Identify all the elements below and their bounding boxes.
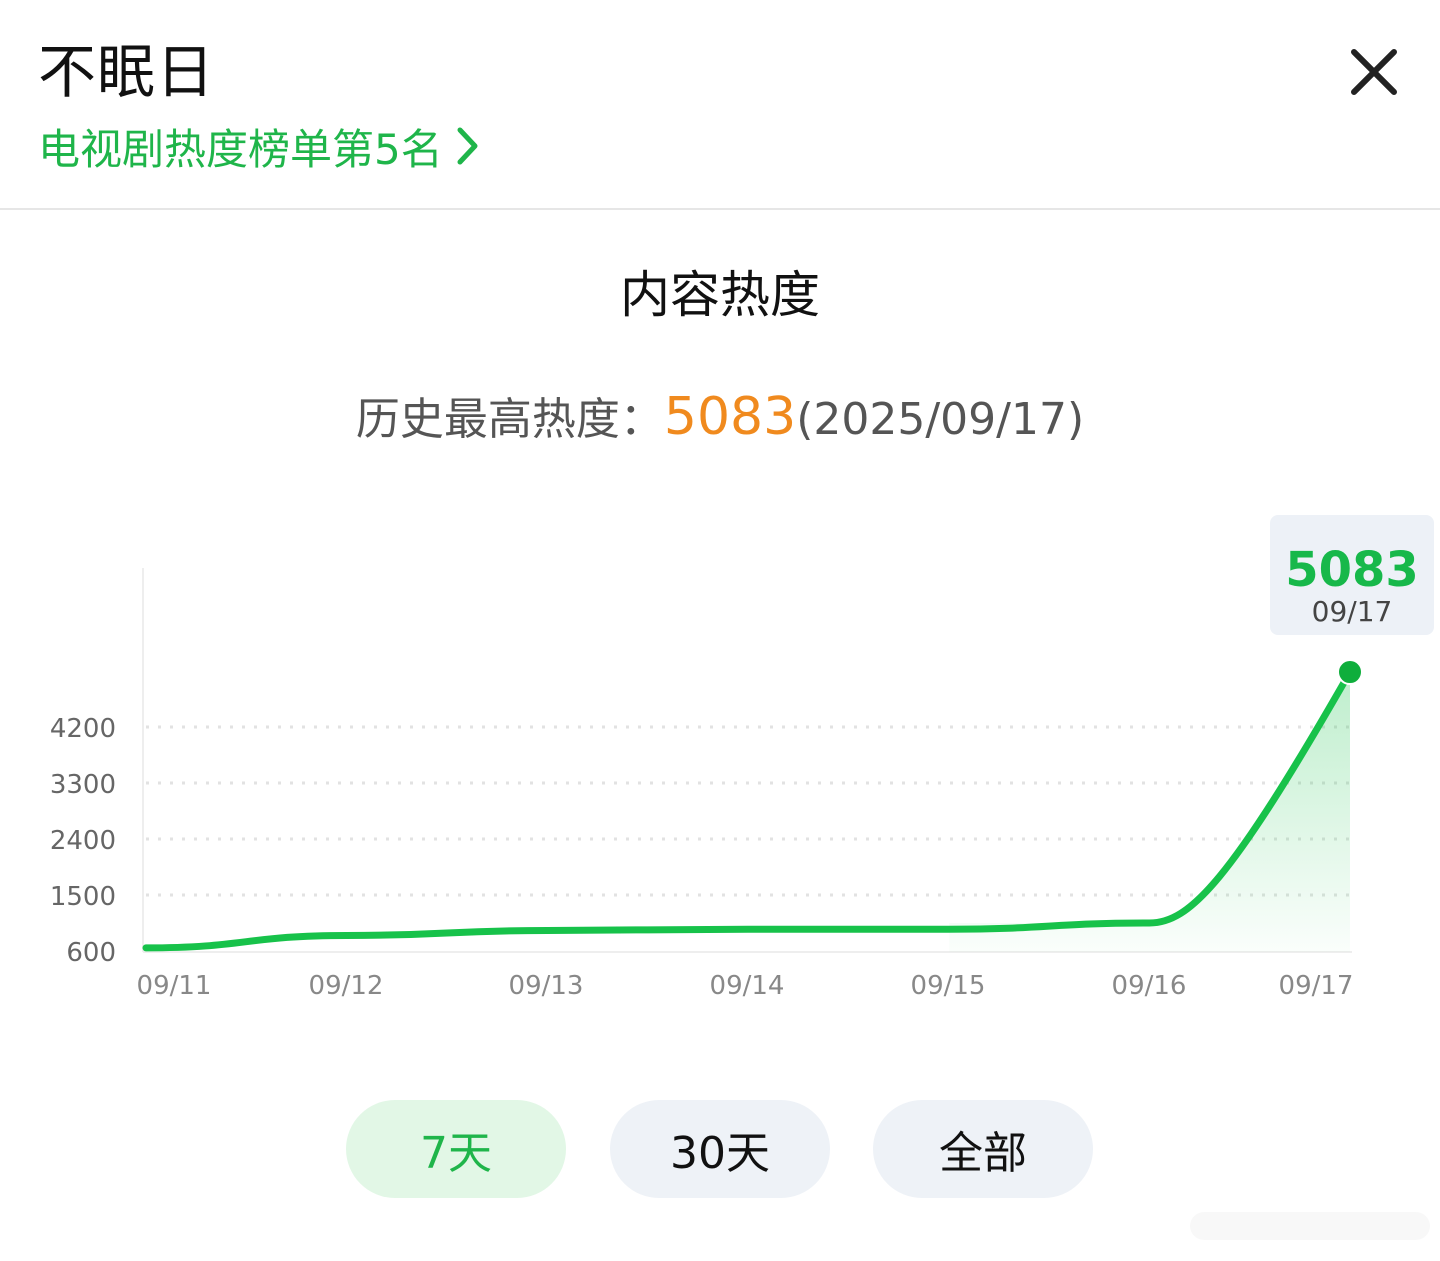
y-tick-label: 2400 (50, 826, 116, 856)
tab-all[interactable]: 全部 (873, 1100, 1093, 1198)
header-divider (0, 208, 1440, 210)
show-title: 不眠日 (38, 38, 216, 106)
range-tabs: 7天 30天 全部 (346, 1100, 1094, 1198)
rank-link[interactable]: 电视剧热度榜单第5名 (38, 118, 479, 174)
chevron-right-icon (457, 127, 479, 165)
rank-link-label: 电视剧热度榜单第5名 (38, 124, 443, 174)
tooltip-date: 09/17 (1311, 595, 1393, 628)
chart-tooltip: 5083 09/17 (1270, 515, 1434, 635)
peak-value: 5083 (663, 387, 797, 447)
tooltip-value: 5083 (1285, 542, 1419, 598)
y-tick-label: 600 (66, 938, 116, 968)
x-tick-label: 09/15 (911, 971, 986, 1001)
y-tick-label: 3300 (50, 770, 116, 800)
tab-30-days[interactable]: 30天 (610, 1100, 830, 1198)
peak-summary: 历史最高热度：5083(2025/09/17) (0, 386, 1440, 451)
highlight-point (1337, 659, 1363, 686)
peak-label: 历史最高热度： (355, 394, 664, 445)
watermark-graphic (1190, 1212, 1430, 1240)
close-icon[interactable] (1346, 44, 1402, 100)
x-tick-label: 09/12 (309, 971, 384, 1001)
x-tick-label: 09/16 (1112, 971, 1187, 1001)
section-title: 内容热度 (620, 266, 820, 324)
x-tick-label: 09/11 (137, 971, 212, 1001)
tab-7-days[interactable]: 7天 (346, 1100, 566, 1198)
x-tick-label: 09/13 (509, 971, 584, 1001)
series-area (949, 672, 1350, 952)
y-tick-label: 1500 (50, 882, 116, 912)
heat-chart[interactable]: 600 1500 2400 3300 4200 09/11 09/12 09/13 09/14 0… (0, 500, 1440, 1020)
x-tick-label: 09/14 (710, 971, 785, 1001)
x-tick-label: 09/17 (1279, 971, 1354, 1001)
peak-date: (2025/09/17) (796, 394, 1085, 445)
y-tick-label: 4200 (50, 714, 116, 744)
series-line (142, 668, 1354, 952)
